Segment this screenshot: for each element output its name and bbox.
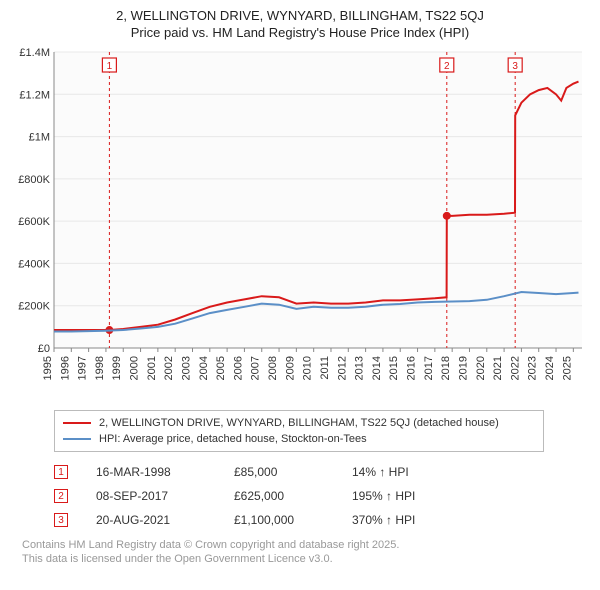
x-axis-label: 2019 [457, 356, 469, 380]
chart-plot-area: £0 £200K £400K £600K £800K £1M £1.2M £1.4M 1995 1… [10, 46, 590, 406]
event-price: £1,100,000 [234, 513, 324, 527]
chart-container: 2, WELLINGTON DRIVE, WYNYARD, BILLINGHAM… [0, 0, 600, 590]
x-axis-label: 2025 [561, 356, 573, 380]
event-pct: 14% ↑ HPI [352, 465, 462, 479]
x-axis-label: 2009 [284, 356, 296, 380]
x-axis-label: 2001 [146, 356, 158, 380]
legend-label: HPI: Average price, detached house, Stoc… [99, 433, 367, 445]
event-marker-number: 1 [107, 61, 113, 72]
x-axis-label: 1999 [111, 356, 123, 380]
x-axis-label: 2023 [527, 356, 539, 380]
legend-item: 2, WELLINGTON DRIVE, WYNYARD, BILLINGHAM… [63, 415, 535, 431]
x-axis-label: 2022 [509, 356, 521, 380]
x-axis-label: 2012 [336, 356, 348, 380]
x-axis-label: 2017 [423, 356, 435, 380]
chart-title-line1: 2, WELLINGTON DRIVE, WYNYARD, BILLINGHAM… [10, 8, 590, 23]
event-number-box: 1 [54, 465, 68, 479]
event-marker-number: 3 [512, 61, 518, 72]
x-axis-label: 2014 [371, 356, 383, 380]
event-price: £85,000 [234, 465, 324, 479]
x-axis-label: 2000 [129, 356, 141, 380]
event-price: £625,000 [234, 489, 324, 503]
event-date: 16-MAR-1998 [96, 465, 206, 479]
x-axis-label: 1995 [42, 356, 54, 380]
line-chart-svg: £0 £200K £400K £600K £800K £1M £1.2M £1.4M 1995 1… [10, 46, 590, 404]
x-axis-label: 2021 [492, 356, 504, 380]
x-axis-label: 2003 [180, 356, 192, 380]
chart-legend: 2, WELLINGTON DRIVE, WYNYARD, BILLINGHAM… [54, 410, 544, 452]
legend-label: 2, WELLINGTON DRIVE, WYNYARD, BILLINGHAM… [99, 417, 499, 429]
y-axis-label: £200K [18, 301, 50, 313]
x-axis-label: 2024 [544, 356, 556, 380]
footnote-line2: This data is licensed under the Open Gov… [22, 552, 590, 566]
x-axis-label: 2008 [267, 356, 279, 380]
event-pct: 195% ↑ HPI [352, 489, 462, 503]
legend-item: HPI: Average price, detached house, Stoc… [63, 431, 535, 447]
y-axis-label: £1.2M [19, 89, 50, 101]
event-row: 1 16-MAR-1998 £85,000 14% ↑ HPI [54, 460, 590, 484]
y-axis-label: £400K [18, 258, 50, 270]
chart-title-line2: Price paid vs. HM Land Registry's House … [10, 25, 590, 40]
event-number-box: 2 [54, 489, 68, 503]
x-axis-label: 2016 [406, 356, 418, 380]
event-date: 08-SEP-2017 [96, 489, 206, 503]
x-axis-label: 1998 [94, 356, 106, 380]
footnote-line1: Contains HM Land Registry data © Crown c… [22, 538, 590, 552]
x-axis-label: 2020 [475, 356, 487, 380]
event-number-box: 3 [54, 513, 68, 527]
x-axis-label: 2010 [302, 356, 314, 380]
footnote: Contains HM Land Registry data © Crown c… [22, 538, 590, 567]
y-axis-label: £1.4M [19, 47, 50, 59]
event-table: 1 16-MAR-1998 £85,000 14% ↑ HPI 2 08-SEP-2017… [54, 460, 590, 532]
x-axis-label: 2006 [232, 356, 244, 380]
x-axis-label: 2004 [198, 356, 210, 380]
x-axis-label: 2005 [215, 356, 227, 380]
event-marker-number: 2 [444, 61, 450, 72]
y-axis-label: £600K [18, 216, 50, 228]
y-axis-label: £1M [29, 132, 50, 144]
x-axis-label: 2013 [354, 356, 366, 380]
x-axis-label: 2018 [440, 356, 452, 380]
x-axis-label: 1996 [59, 356, 71, 380]
x-axis-label: 2007 [250, 356, 262, 380]
legend-swatch [63, 438, 91, 440]
y-axis-label: £0 [38, 343, 50, 355]
event-pct: 370% ↑ HPI [352, 513, 462, 527]
event-row: 3 20-AUG-2021 £1,100,000 370% ↑ HPI [54, 508, 590, 532]
event-date: 20-AUG-2021 [96, 513, 206, 527]
x-axis-label: 1997 [77, 356, 89, 380]
event-row: 2 08-SEP-2017 £625,000 195% ↑ HPI [54, 484, 590, 508]
x-axis-label: 2011 [319, 356, 331, 380]
data-point-marker [443, 212, 451, 220]
x-axis-label: 2015 [388, 356, 400, 380]
x-axis-label: 2002 [163, 356, 175, 380]
legend-swatch [63, 422, 91, 424]
chart-titles: 2, WELLINGTON DRIVE, WYNYARD, BILLINGHAM… [10, 8, 590, 40]
y-axis-label: £800K [18, 174, 50, 186]
